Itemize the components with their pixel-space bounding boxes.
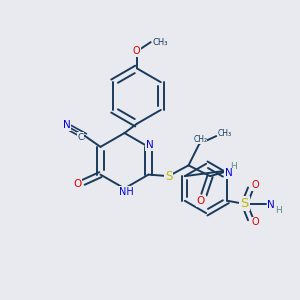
Text: H: H [230,162,237,171]
Text: CH₃: CH₃ [152,38,168,47]
Text: CH₃: CH₃ [218,128,232,137]
Text: CH₂: CH₂ [193,135,207,144]
Text: NH: NH [119,187,134,196]
Text: O: O [197,196,205,206]
Text: O: O [251,180,259,190]
Text: N: N [225,168,232,178]
Text: N: N [268,200,275,210]
Text: S: S [165,169,172,183]
Text: S: S [240,197,249,210]
Text: N: N [146,140,154,150]
Text: H: H [275,206,282,214]
Text: C: C [77,133,84,142]
Text: O: O [133,46,141,56]
Text: O: O [73,179,82,189]
Text: O: O [251,217,259,227]
Text: N: N [63,120,70,130]
